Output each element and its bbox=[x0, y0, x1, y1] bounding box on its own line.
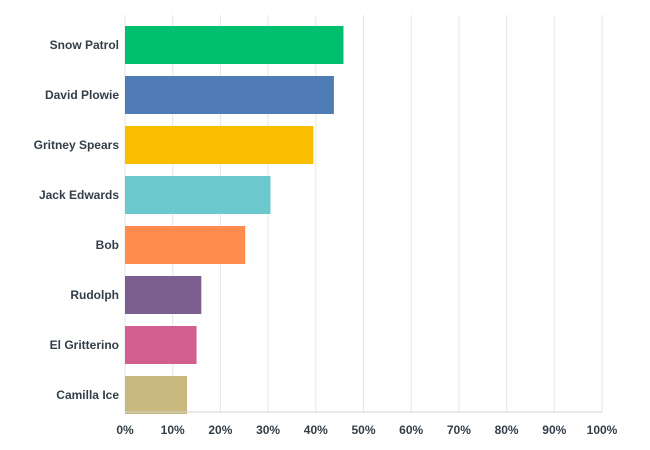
bar bbox=[125, 226, 246, 264]
bar bbox=[125, 126, 314, 164]
x-tick-label: 10% bbox=[161, 423, 185, 437]
bar bbox=[125, 276, 202, 314]
category-labels: Snow Patrol David Plowie Gritney Spears Jac… bbox=[34, 38, 120, 402]
category-label: El Gritterino bbox=[50, 338, 119, 352]
x-tick-label: 50% bbox=[351, 423, 375, 437]
category-label: Bob bbox=[96, 238, 119, 252]
x-tick-label: 80% bbox=[495, 423, 519, 437]
x-tick-label: 60% bbox=[399, 423, 423, 437]
category-label: Jack Edwards bbox=[39, 188, 119, 202]
x-tick-label: 40% bbox=[304, 423, 328, 437]
category-label: Gritney Spears bbox=[34, 138, 120, 152]
x-tick-label: 100% bbox=[587, 423, 618, 437]
x-tick-label: 90% bbox=[542, 423, 566, 437]
category-label: Camilla Ice bbox=[56, 388, 119, 402]
x-tick-label: 0% bbox=[116, 423, 134, 437]
category-label: Rudolph bbox=[70, 288, 119, 302]
category-label: David Plowie bbox=[45, 88, 119, 102]
x-axis-tick-labels: 0% 10% 20% 30% 40% 50% 60% 70% 80% 90% 100% bbox=[116, 423, 617, 437]
bar bbox=[125, 176, 271, 214]
bar bbox=[125, 326, 197, 364]
bar bbox=[125, 376, 188, 414]
bar bbox=[125, 26, 344, 64]
bar bbox=[125, 76, 334, 114]
x-tick-label: 30% bbox=[256, 423, 280, 437]
category-label: Snow Patrol bbox=[50, 38, 119, 52]
bars bbox=[125, 26, 344, 414]
x-tick-label: 70% bbox=[447, 423, 471, 437]
x-tick-label: 20% bbox=[208, 423, 232, 437]
